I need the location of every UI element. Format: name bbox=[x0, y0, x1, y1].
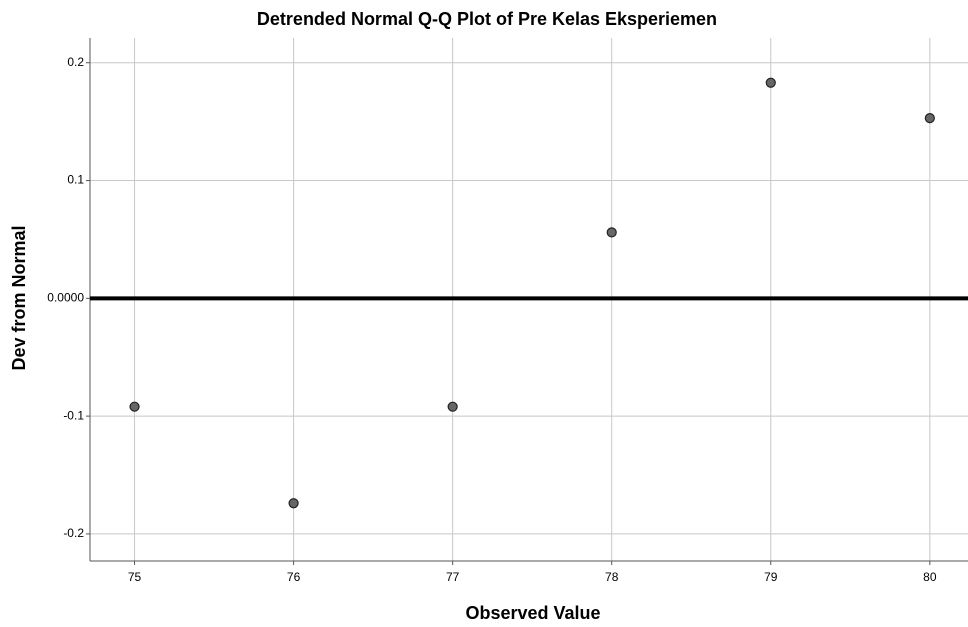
x-tick-label: 79 bbox=[764, 570, 778, 584]
y-tick-label: 0.0000 bbox=[47, 290, 84, 304]
y-tick-label: -0.1 bbox=[63, 408, 84, 422]
x-axis-label: Observed Value bbox=[465, 603, 600, 623]
y-tick-label: 0.2 bbox=[67, 55, 84, 69]
y-axis-label: Dev from Normal bbox=[9, 225, 29, 370]
x-tick-label: 76 bbox=[287, 570, 301, 584]
point bbox=[129, 401, 140, 412]
point bbox=[924, 112, 935, 124]
x-tick-label: 78 bbox=[605, 570, 619, 584]
point bbox=[606, 227, 617, 238]
x-tick-label: 80 bbox=[923, 570, 937, 584]
y-tick-label: 0.1 bbox=[67, 173, 84, 187]
x-tick-label: 75 bbox=[128, 570, 142, 584]
x-tick-label: 77 bbox=[446, 570, 460, 584]
point bbox=[765, 77, 776, 88]
point bbox=[447, 401, 458, 412]
y-tick-label: -0.2 bbox=[63, 526, 84, 540]
chart-title: Detrended Normal Q-Q Plot of Pre Kelas E… bbox=[257, 9, 717, 29]
point bbox=[288, 498, 299, 509]
